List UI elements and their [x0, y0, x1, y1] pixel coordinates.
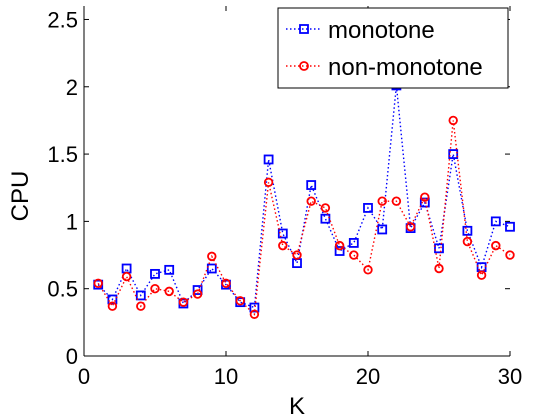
x-tick-label: 0: [78, 364, 90, 389]
x-tick-label: 30: [498, 364, 522, 389]
legend-box: [277, 7, 509, 89]
x-tick-label: 20: [356, 364, 380, 389]
data-point-monotone: [348, 238, 359, 248]
y-axis-title: CPU: [7, 171, 34, 222]
data-point-monotone: [192, 285, 203, 295]
axes-layer: [83, 6, 510, 357]
data-point-monotone: [249, 302, 260, 313]
data-point-monotone: [206, 263, 217, 274]
data-point-monotone: [462, 225, 473, 236]
data-point-monotone: [505, 221, 515, 232]
data-point-non-monotone: [107, 301, 118, 311]
data-point-monotone: [107, 294, 118, 305]
data-point-monotone: [490, 216, 501, 227]
x-axis-title: K: [289, 393, 305, 420]
data-point-non-monotone: [249, 309, 260, 319]
legend: monotone non-monotone: [277, 7, 509, 89]
series-layer: [93, 80, 515, 319]
data-point-non-monotone: [391, 196, 402, 206]
data-point-non-monotone: [292, 250, 302, 260]
data-point-non-monotone: [93, 278, 103, 289]
data-point-monotone: [306, 180, 317, 190]
data-point-non-monotone: [505, 250, 515, 260]
data-point-non-monotone: [278, 240, 288, 251]
series-line-non-monotone: [97, 120, 511, 316]
data-point-monotone: [448, 149, 459, 159]
legend-marker-monotone: [299, 24, 309, 34]
data-point-non-monotone: [420, 192, 430, 202]
data-point-monotone: [150, 268, 160, 279]
data-point-monotone: [320, 213, 331, 224]
legend-marker-non-monotone: [299, 61, 309, 71]
data-point-non-monotone: [164, 286, 174, 297]
data-point-non-monotone: [235, 296, 245, 306]
data-point-non-monotone: [178, 297, 189, 307]
data-point-non-monotone: [434, 263, 444, 274]
data-point-monotone: [164, 264, 175, 275]
data-point-non-monotone: [221, 278, 231, 289]
data-point-non-monotone: [476, 270, 487, 280]
data-point-non-monotone: [136, 301, 146, 311]
data-point-non-monotone: [263, 177, 274, 188]
data-point-non-monotone: [448, 115, 458, 126]
data-point-monotone: [377, 224, 388, 235]
data-point-non-monotone: [363, 265, 373, 275]
y-tick-label: 0.5: [47, 277, 78, 302]
data-point-non-monotone: [491, 240, 501, 251]
data-point-non-monotone: [334, 240, 345, 251]
data-point-monotone: [263, 154, 274, 165]
legend-label-non-monotone: non-monotone: [328, 54, 483, 81]
data-point-monotone: [363, 203, 373, 213]
data-point-non-monotone: [377, 196, 387, 206]
data-point-monotone: [334, 246, 345, 256]
y-tick-label: 2: [66, 75, 78, 100]
data-point-monotone: [277, 228, 288, 239]
legend-label-monotone: monotone: [328, 17, 435, 44]
data-point-non-monotone: [150, 283, 160, 294]
data-point-non-monotone: [207, 251, 217, 262]
data-point-monotone: [135, 290, 146, 301]
data-point-monotone: [434, 243, 444, 254]
y-tick-label: 1: [66, 209, 78, 234]
data-point-non-monotone: [306, 196, 316, 206]
y-tick-label: 1.5: [47, 142, 78, 167]
data-point-non-monotone: [462, 236, 473, 247]
data-point-non-monotone: [320, 203, 331, 213]
y-tick-label: 0: [66, 344, 78, 369]
y-tick-label: 2.5: [47, 7, 78, 32]
data-point-non-monotone: [405, 222, 416, 232]
data-point-non-monotone: [349, 250, 359, 260]
x-tick-label: 10: [214, 364, 238, 389]
data-point-non-monotone: [121, 271, 132, 282]
data-point-non-monotone: [192, 289, 203, 299]
